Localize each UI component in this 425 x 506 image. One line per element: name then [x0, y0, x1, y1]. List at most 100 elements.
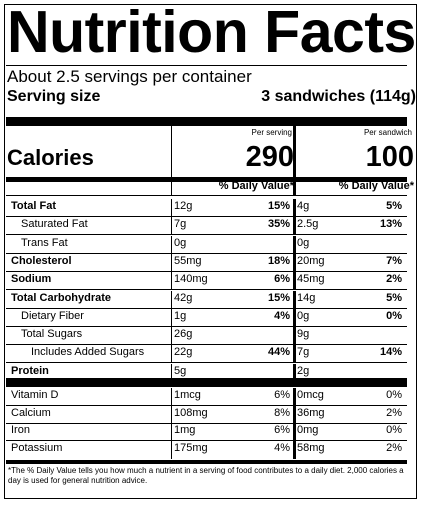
nutrient-row: Sodium 140mg 6% 45mg 2%	[6, 272, 407, 291]
column-separator	[293, 405, 296, 424]
footnote: *The % Daily Value tells you how much a …	[8, 466, 404, 485]
thick-divider	[6, 177, 407, 182]
dv-per-sandwich: 0%	[386, 389, 402, 401]
amount-per-serving: 22g	[174, 346, 193, 359]
column-separator	[171, 182, 172, 196]
column-separator	[293, 235, 296, 254]
dv-per-sandwich: 0%	[386, 424, 402, 436]
amount-per-sandwich: 45mg	[297, 273, 325, 286]
amount-per-sandwich: 14g	[297, 291, 316, 304]
column-separator	[293, 290, 296, 309]
column-separator	[171, 388, 172, 406]
nutrient-row: Total Fat 12g 15% 4g 5%	[6, 199, 407, 217]
row-divider	[6, 362, 407, 364]
column-separator	[293, 217, 296, 236]
column-separator	[171, 363, 172, 382]
amount-per-serving: 108mg	[174, 406, 208, 419]
column-separator	[293, 345, 296, 364]
dv-per-sandwich: 2%	[386, 273, 402, 286]
nutrient-name: Dietary Fiber	[21, 309, 84, 322]
nutrient-name: Sodium	[11, 273, 52, 286]
amount-per-serving: 55mg	[174, 254, 202, 267]
dv-per-serving: 15%	[267, 200, 290, 212]
column-separator	[293, 182, 296, 196]
amount-per-serving: 175mg	[174, 441, 208, 454]
row-divider	[6, 270, 407, 272]
amount-per-sandwich: 2g	[297, 364, 310, 377]
amount-per-serving: 1g	[174, 309, 187, 322]
dv-per-serving: 6%	[274, 273, 290, 286]
nutrition-facts-label	[4, 4, 417, 499]
nutrient-row: Saturated Fat 7g 35% 2.5g 13%	[6, 217, 407, 236]
amount-per-sandwich: 0mg	[297, 424, 319, 436]
nutrient-row: Trans Fat 0g 0g	[6, 235, 407, 254]
amount-per-serving: 12g	[174, 200, 193, 212]
column-separator	[293, 327, 296, 346]
amount-per-serving: 1mg	[174, 424, 196, 436]
nutrient-name: Trans Fat	[21, 236, 68, 249]
dv-per-sandwich: 0%	[386, 309, 402, 322]
column-separator	[171, 253, 172, 272]
nutrient-name: Total Sugars	[21, 328, 83, 341]
dv-per-sandwich: 2%	[386, 441, 402, 454]
vitamin-row: Vitamin D 1mcg 6% 0mcg 0%	[6, 388, 407, 406]
row-divider	[6, 325, 407, 327]
vitamin-name: Potassium	[11, 441, 63, 454]
column-separator	[293, 272, 296, 291]
column-separator	[171, 217, 172, 236]
amount-per-serving: 26g	[174, 328, 193, 341]
column-separator	[293, 126, 296, 177]
amount-per-serving: 42g	[174, 291, 193, 304]
divider	[6, 195, 407, 196]
calories-label: Calories	[7, 145, 94, 170]
column-separator	[171, 327, 172, 346]
column-separator	[293, 440, 296, 459]
servings-per-container: About 2.5 servings per container	[7, 67, 252, 86]
column-separator	[293, 253, 296, 272]
vitamin-row: Iron 1mg 6% 0mg 0%	[6, 423, 407, 441]
vitamin-name: Calcium	[11, 406, 51, 419]
column-separator	[293, 423, 296, 441]
vitamin-row: Potassium 175mg 4% 58mg 2%	[6, 440, 407, 459]
nutrient-row: Includes Added Sugars 22g 44% 7g 14%	[6, 345, 407, 364]
nutrient-name: Cholesterol	[11, 254, 72, 267]
per-serving-header: Per serving	[251, 128, 292, 137]
nutrient-row: Total Carbohydrate 42g 15% 14g 5%	[6, 290, 407, 309]
dv-per-serving: 4%	[274, 309, 290, 322]
amount-per-sandwich: 20mg	[297, 254, 325, 267]
vitamin-name: Iron	[11, 424, 30, 436]
row-divider	[6, 252, 407, 254]
thick-divider	[6, 117, 407, 126]
dv-per-sandwich: 7%	[386, 254, 402, 267]
row-divider	[6, 307, 407, 309]
amount-per-serving: 5g	[174, 364, 187, 377]
amount-per-sandwich: 0mcg	[297, 389, 324, 401]
dv-per-serving: 35%	[267, 218, 290, 231]
column-separator	[171, 272, 172, 291]
amount-per-sandwich: 0g	[297, 236, 310, 249]
column-separator	[171, 423, 172, 441]
amount-per-sandwich: 9g	[297, 328, 310, 341]
column-separator	[171, 308, 172, 327]
amount-per-sandwich: 2.5g	[297, 218, 319, 231]
nutrient-name: Total Carbohydrate	[11, 291, 112, 304]
nutrient-row: Protein 5g 2g	[6, 363, 407, 382]
nutrient-row: Dietary Fiber 1g 4% 0g 0%	[6, 308, 407, 327]
nutrient-name: Protein	[11, 364, 49, 377]
column-separator	[293, 388, 296, 406]
amount-per-serving: 140mg	[174, 273, 208, 286]
nutrient-name: Saturated Fat	[21, 218, 88, 231]
dv-per-serving: 18%	[267, 254, 290, 267]
amount-per-sandwich: 58mg	[297, 441, 325, 454]
amount-per-sandwich: 4g	[297, 200, 310, 212]
column-separator	[171, 235, 172, 254]
amount-per-sandwich: 7g	[297, 346, 310, 359]
amount-per-sandwich: 0g	[297, 309, 310, 322]
dv-per-sandwich: 13%	[379, 218, 402, 231]
dv-per-sandwich: 14%	[379, 346, 402, 359]
daily-value-header: % Daily Value*	[338, 180, 414, 192]
column-separator	[171, 126, 172, 177]
amount-per-serving: 7g	[174, 218, 187, 231]
calories-per-serving: 290	[245, 141, 294, 173]
dv-per-serving: 15%	[267, 291, 290, 304]
